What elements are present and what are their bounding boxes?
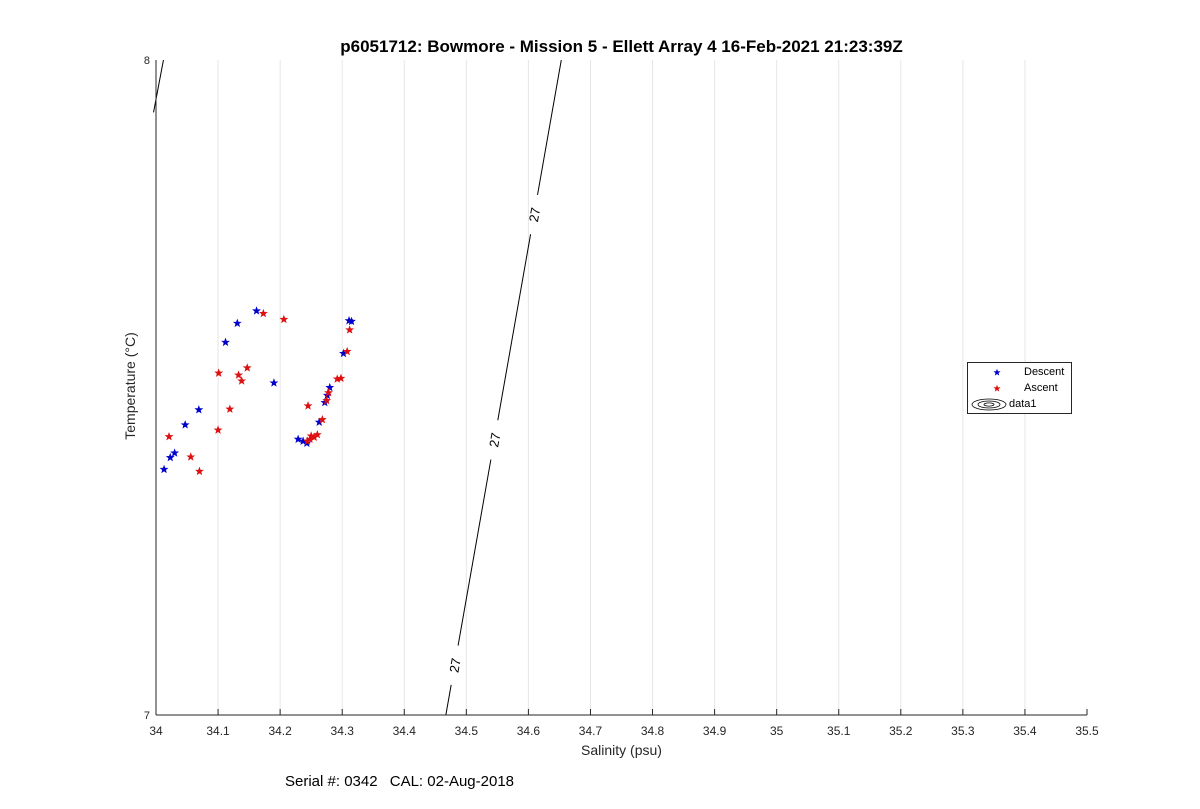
x-tick-label: 34.5: [455, 724, 479, 738]
y-tick-label: 7: [144, 710, 150, 722]
point-ascent: [164, 431, 174, 441]
point-descent: [232, 318, 242, 328]
point-ascent: [195, 466, 204, 476]
legend-item-ascent: Ascent: [968, 381, 1071, 396]
x-tick-label: 34.1: [206, 724, 230, 738]
contour-line-segment: [457, 459, 492, 646]
contour-level-label: 27: [446, 657, 463, 674]
point-ascent: [214, 368, 224, 377]
contour-line-segment: [497, 234, 532, 421]
point-ascent: [324, 388, 333, 397]
x-tick-label: 34.7: [579, 724, 603, 738]
point-descent: [180, 420, 190, 429]
x-tick-label: 34.2: [268, 724, 292, 738]
point-ascent: [342, 346, 352, 356]
x-tick-label: 34.9: [703, 724, 727, 738]
point-ascent: [345, 325, 355, 334]
point-descent: [165, 452, 175, 462]
x-tick-label: 34.4: [393, 724, 417, 738]
point-ascent: [234, 370, 243, 379]
point-descent: [347, 316, 356, 326]
point-ascent: [312, 430, 322, 439]
legend-marker-ascent: [993, 384, 1001, 392]
point-ascent: [322, 395, 332, 405]
legend-contour-icon: [971, 398, 1007, 411]
point-ascent: [242, 363, 252, 372]
contour-line-segment: [537, 59, 562, 196]
legend-marker-descent: [993, 368, 1001, 376]
point-descent: [252, 306, 261, 315]
y-axis-label: Temperature (°C): [122, 332, 138, 440]
point-ascent: [303, 401, 313, 410]
legend-item-contour: data1: [968, 397, 1071, 412]
point-ascent: [237, 376, 247, 385]
axes-layer: 34 34.1 34.2 34.3 34.4 34.5 34.6 34.7 34.8 34.9 35…: [144, 55, 1099, 738]
point-descent: [293, 434, 303, 444]
legend: Descent Ascent data1: [967, 362, 1072, 414]
contour-line-segment: [445, 684, 452, 716]
x-tick-label: 35.2: [889, 724, 913, 738]
serial-number: Serial #: 0342: [285, 773, 378, 790]
calibration-date: CAL: 02-Aug-2018: [389, 773, 514, 790]
legend-label-contour: data1: [1009, 398, 1037, 410]
contour-line-corner: [153, 59, 164, 113]
point-descent: [194, 405, 204, 414]
x-tick-label: 34: [149, 724, 163, 738]
contour-level-label: 27: [486, 432, 503, 449]
x-tick-label: 34.3: [331, 724, 355, 738]
point-ascent: [279, 314, 289, 324]
x-axis-label: Salinity (psu): [581, 742, 662, 758]
x-tick-label: 35.5: [1075, 724, 1099, 738]
point-ascent: [213, 425, 223, 434]
chart-title: p6051712: Bowmore - Mission 5 - Ellett A…: [340, 37, 903, 56]
point-ascent: [317, 414, 327, 424]
point-descent: [269, 378, 279, 387]
point-ascent: [336, 373, 346, 383]
legend-label-ascent: Ascent: [1024, 382, 1058, 394]
x-tick-label: 35.3: [951, 724, 975, 738]
y-tick-label: 8: [144, 55, 150, 67]
contour-level-label: 27: [526, 206, 543, 223]
point-ascent: [258, 308, 268, 318]
point-ascent: [186, 452, 196, 461]
legend-label-descent: Descent: [1024, 366, 1065, 378]
x-tick-label: 35.4: [1013, 724, 1037, 738]
point-descent: [159, 464, 169, 474]
legend-item-descent: Descent: [968, 365, 1071, 380]
x-tick-label: 35.1: [827, 724, 851, 738]
x-tick-label: 35: [770, 724, 784, 738]
points-layer: [159, 306, 356, 476]
point-descent: [170, 448, 180, 457]
contour-layer: 27 27 27: [153, 59, 562, 716]
x-tick-label: 34.6: [517, 724, 541, 738]
x-tick-label: 34.8: [641, 724, 665, 738]
footer-info: Serial #: 0342 CAL: 02-Aug-2018: [285, 773, 522, 790]
point-descent: [325, 382, 335, 392]
point-descent: [221, 337, 230, 347]
point-ascent: [225, 404, 235, 413]
grid-layer: [217, 60, 1026, 715]
